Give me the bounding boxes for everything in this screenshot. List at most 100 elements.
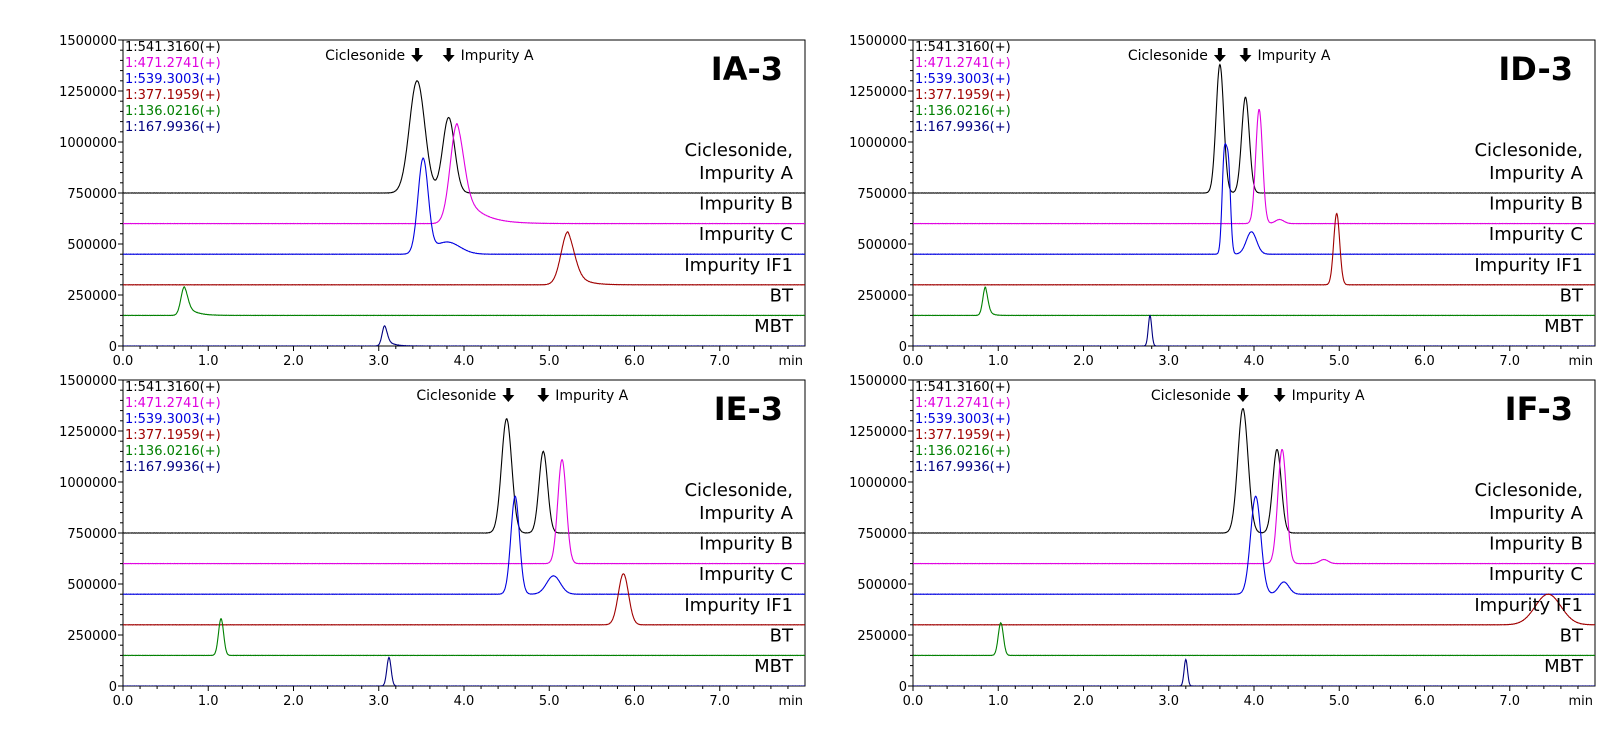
- traces: [123, 418, 805, 686]
- trace-label: BT: [770, 285, 794, 306]
- x-tick-label: 3.0: [368, 694, 389, 709]
- trace-impurity-b: [123, 123, 805, 225]
- trace-label: BT: [1560, 285, 1584, 306]
- mz-legend-entry: 1:136.0216(+): [125, 104, 221, 119]
- down-arrow-icon: [1239, 48, 1252, 62]
- trace-label: Impurity B: [1489, 194, 1583, 215]
- traces: [123, 80, 805, 346]
- mz-legend-entry: 1:541.3160(+): [915, 40, 1011, 55]
- x-tick-label: 3.0: [1158, 694, 1179, 709]
- mz-legend-entry: 1:541.3160(+): [915, 380, 1011, 395]
- x-tick-label: 3.0: [368, 354, 389, 369]
- x-tick-label: 0.0: [113, 354, 134, 369]
- x-tick-label: 7.0: [1499, 694, 1520, 709]
- y-tick-label: 1000000: [59, 136, 117, 151]
- trace-label: Ciclesonide,: [1474, 140, 1583, 161]
- mz-legend-entry: 1:471.2741(+): [915, 396, 1011, 411]
- x-tick-label: 6.0: [624, 694, 645, 709]
- x-tick-label: 0.0: [113, 694, 134, 709]
- mz-legend-entry: 1:539.3003(+): [125, 412, 221, 427]
- y-tick-label: 500000: [857, 238, 907, 253]
- mz-legend-entry: 1:167.9936(+): [125, 120, 221, 135]
- y-tick-label: 0: [109, 340, 117, 355]
- x-tick-label: 6.0: [1414, 354, 1435, 369]
- trace-bt: [123, 286, 805, 317]
- trace-impurity-c: [913, 495, 1595, 595]
- traces: [913, 63, 1595, 346]
- mz-legend-entry: 1:541.3160(+): [125, 40, 221, 55]
- down-arrow-icon: [411, 48, 424, 62]
- x-tick-label: 5.0: [1329, 694, 1350, 709]
- x-tick-label: 1.0: [198, 354, 219, 369]
- trace-impurity-if1: [123, 573, 805, 626]
- trace-label: Ciclesonide,: [684, 480, 793, 501]
- y-tick-label: 1000000: [59, 476, 117, 491]
- y-tick-label: 750000: [67, 187, 117, 202]
- trace-label: Impurity IF1: [684, 255, 793, 276]
- trace-impurity-c: [123, 157, 805, 255]
- trace-impurity-b: [913, 109, 1595, 225]
- trace-mbt: [123, 325, 805, 346]
- x-tick-label: 5.0: [1329, 354, 1350, 369]
- peak-annotation: Ciclesonide: [416, 388, 496, 404]
- peak-annotation: Impurity A: [1292, 388, 1365, 404]
- trace-label: Ciclesonide,: [1474, 480, 1583, 501]
- x-tick-label: 4.0: [1244, 694, 1265, 709]
- mz-legend-entry: 1:471.2741(+): [125, 56, 221, 71]
- mz-legend-entry: 1:377.1959(+): [125, 88, 221, 103]
- x-tick-label: 4.0: [1244, 354, 1265, 369]
- x-tick-label: 6.0: [624, 354, 645, 369]
- peak-annotation: Impurity A: [461, 48, 534, 64]
- x-tick-label: 1.0: [198, 694, 219, 709]
- trace-label: MBT: [754, 316, 794, 337]
- x-tick-label: 2.0: [283, 354, 304, 369]
- mz-legend-entry: 1:471.2741(+): [915, 56, 1011, 71]
- trace-label: Impurity C: [699, 224, 793, 245]
- trace-impurity-b: [123, 459, 805, 565]
- x-tick-label: 0.0: [903, 694, 924, 709]
- x-tick-label: 7.0: [709, 694, 730, 709]
- y-tick-label: 0: [899, 680, 907, 695]
- trace-mbt: [123, 656, 805, 686]
- trace-bt: [913, 286, 1595, 317]
- y-tick-label: 1000000: [849, 136, 907, 151]
- y-tick-label: 250000: [67, 629, 117, 644]
- x-tick-label: 4.0: [454, 694, 475, 709]
- y-tick-label: 500000: [67, 238, 117, 253]
- mz-legend-entry: 1:136.0216(+): [915, 104, 1011, 119]
- down-arrow-icon: [1213, 48, 1226, 62]
- x-tick-label: 7.0: [1499, 354, 1520, 369]
- mz-legend-entry: 1:539.3003(+): [915, 412, 1011, 427]
- mz-legend-entry: 1:377.1959(+): [915, 88, 1011, 103]
- trace-ciclesonide-: [123, 418, 805, 534]
- chart-panel-IA-3: 0 250000 500000 750000 1000000 1250000 1500000…: [59, 34, 806, 369]
- y-tick-label: 1000000: [849, 476, 907, 491]
- down-arrow-icon: [537, 388, 550, 402]
- panel-title: IA-3: [711, 50, 783, 88]
- y-tick-label: 1250000: [849, 85, 907, 100]
- trace-label: Impurity B: [1489, 534, 1583, 555]
- trace-label: Ciclesonide,: [684, 140, 793, 161]
- mz-legend-entry: 1:471.2741(+): [125, 396, 221, 411]
- mz-legend-entry: 1:167.9936(+): [915, 460, 1011, 475]
- x-axis-unit: min: [778, 354, 803, 369]
- peak-annotation: Impurity A: [1257, 48, 1330, 64]
- trace-label: MBT: [1544, 656, 1584, 677]
- trace-label: Impurity C: [1489, 224, 1583, 245]
- mz-legend-entry: 1:167.9936(+): [125, 460, 221, 475]
- panel-title: IF-3: [1505, 390, 1573, 428]
- trace-label: Impurity A: [699, 163, 794, 184]
- x-tick-label: 1.0: [988, 694, 1009, 709]
- x-tick-label: 7.0: [709, 354, 730, 369]
- y-tick-label: 250000: [67, 289, 117, 304]
- x-tick-label: 5.0: [539, 694, 560, 709]
- down-arrow-icon: [442, 48, 455, 62]
- trace-label: Impurity A: [1489, 163, 1584, 184]
- x-tick-label: 2.0: [1073, 354, 1094, 369]
- x-tick-label: 2.0: [283, 694, 304, 709]
- y-tick-label: 750000: [857, 187, 907, 202]
- trace-impurity-c: [123, 495, 805, 595]
- x-tick-label: 1.0: [988, 354, 1009, 369]
- y-tick-label: 1500000: [849, 34, 907, 49]
- trace-label: Impurity IF1: [684, 595, 793, 616]
